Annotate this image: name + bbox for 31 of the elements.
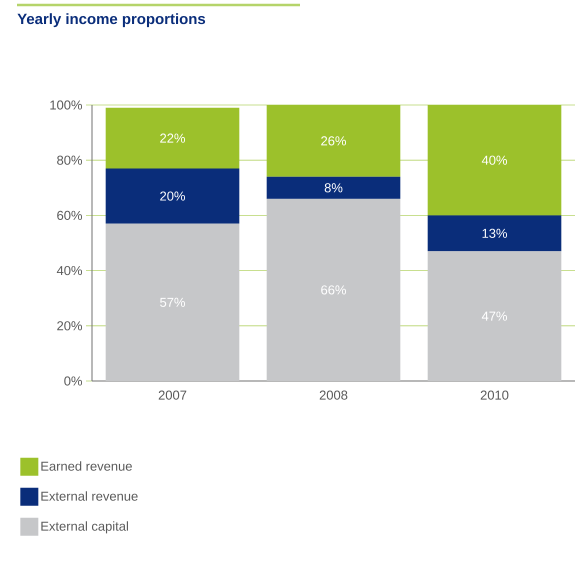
data-label: 40% (482, 156, 508, 165)
bar (106, 168, 240, 224)
data-label: 66% (321, 285, 346, 294)
bar (428, 251, 562, 381)
y-tick-label: 0% (64, 376, 82, 386)
data-label: 57% (160, 298, 186, 307)
data-label: 47% (482, 312, 508, 321)
y-tick-label: 80% (57, 156, 82, 165)
x-tick-label: 2008 (320, 390, 348, 400)
data-label: 26% (321, 136, 346, 146)
bar (428, 104, 562, 216)
data-label: 8% (324, 183, 342, 192)
bar (266, 176, 400, 199)
y-tick-label: 40% (56, 266, 82, 276)
bar (428, 215, 562, 252)
bar (266, 198, 400, 381)
chart-title: Yearly income proportions (17, 13, 206, 28)
bar (266, 104, 400, 177)
y-tick-label: 20% (57, 321, 82, 330)
data-label: 22% (160, 134, 186, 143)
x-tick-label: 2010 (480, 390, 508, 400)
y-tick-label: 60% (57, 210, 82, 220)
x-tick-label: 2007 (158, 390, 186, 400)
legend-label: Earned revenue (41, 461, 132, 471)
bar (106, 108, 240, 168)
data-label: 20% (160, 191, 186, 201)
legend-label: External capital (41, 521, 128, 534)
y-tick-label: 100% (50, 100, 82, 110)
data-label: 13% (482, 228, 508, 238)
bar (106, 224, 240, 381)
legend-label: External revenue (41, 491, 138, 501)
